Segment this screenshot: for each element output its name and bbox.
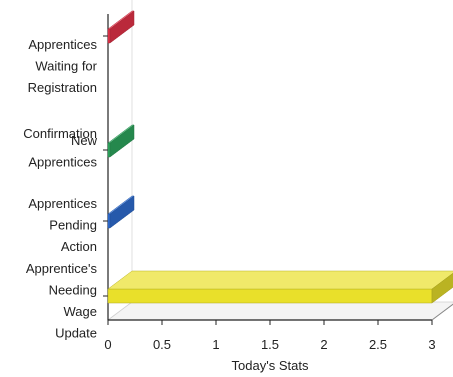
x-tick-label: 0.5 xyxy=(153,337,171,352)
x-tick-label: 2 xyxy=(320,337,327,352)
floor-plane xyxy=(106,301,453,321)
category-label-line: New xyxy=(71,133,98,148)
x-tick-label: 0 xyxy=(104,337,111,352)
category-label-line: Update xyxy=(55,326,97,341)
category-label-line: Confirmation xyxy=(23,126,97,141)
category-label-line: Action xyxy=(61,239,97,254)
x-tick-label: 2.5 xyxy=(369,337,387,352)
category-label-line: Pending xyxy=(49,218,97,233)
bar-front-face xyxy=(107,142,111,158)
bar-end-face xyxy=(109,124,135,158)
bar-end-face xyxy=(431,272,453,304)
x-tick-labels: 0 0.5 1 1.5 2 2.5 3 xyxy=(104,337,435,352)
bar-end-face xyxy=(109,195,135,229)
bar-top-face xyxy=(107,270,453,290)
bar xyxy=(107,124,135,158)
category-label-line: Needing xyxy=(49,283,97,298)
x-tick-label: 1.5 xyxy=(261,337,279,352)
category-label-line: Apprentices xyxy=(28,155,97,170)
category-label-line: Wage xyxy=(64,304,97,319)
x-tick-label: 3 xyxy=(428,337,435,352)
bar-front-face xyxy=(107,213,111,229)
bar xyxy=(107,10,135,44)
x-axis-label: Today's Stats xyxy=(232,358,309,373)
bar-front-face xyxy=(107,288,433,304)
bar-front-face xyxy=(107,28,111,44)
category-label-line: Apprentices xyxy=(28,37,97,52)
bar-end-face xyxy=(109,10,135,44)
bar xyxy=(107,195,135,229)
category-label-line: Waiting for xyxy=(35,59,97,74)
category-label-line: Registration xyxy=(28,80,97,95)
x-axis-depth-edge xyxy=(431,303,453,321)
chart-bars xyxy=(107,10,453,304)
chart-axes xyxy=(103,14,453,325)
category-label-line: Apprentice's xyxy=(26,261,98,276)
category-labels: Apprentices Waiting for Registration New App… xyxy=(23,37,97,341)
x-tick-label: 1 xyxy=(212,337,219,352)
bar xyxy=(107,270,453,304)
category-label-line: Apprentices xyxy=(28,196,97,211)
